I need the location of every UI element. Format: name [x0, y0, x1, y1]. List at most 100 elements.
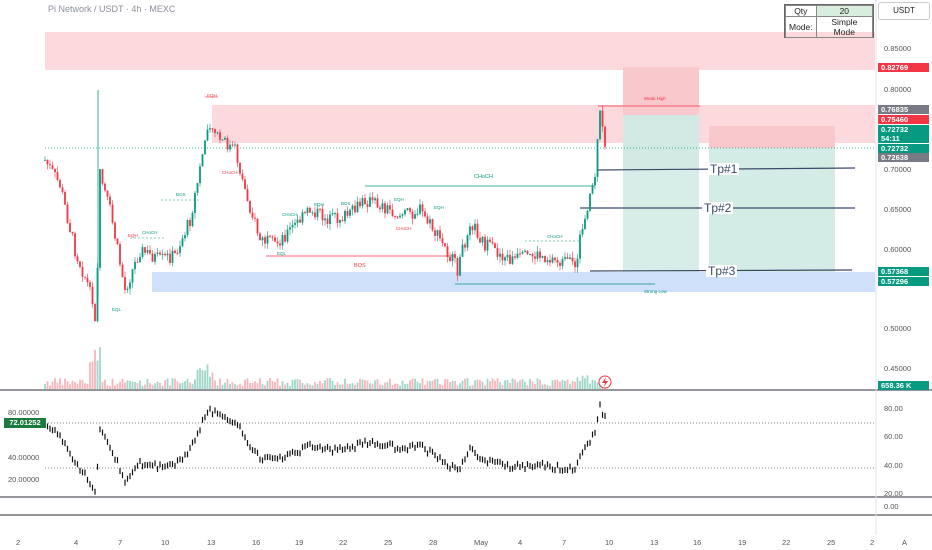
volume-bar	[71, 380, 74, 389]
volume-bar	[206, 364, 209, 389]
time-tick: 10	[161, 538, 170, 547]
volume-bar	[581, 375, 584, 389]
candle-body	[189, 220, 191, 226]
lightning-icon[interactable]	[598, 375, 612, 389]
candle-body	[331, 213, 334, 215]
volume-bar	[414, 378, 416, 389]
volume-bar	[316, 384, 319, 389]
volume-bar	[499, 382, 501, 389]
candle-body	[256, 218, 259, 234]
candle-body	[364, 198, 366, 205]
volume-bar	[191, 384, 194, 389]
candle-body	[374, 198, 376, 201]
volume-bar	[161, 385, 164, 389]
volume-bar	[476, 379, 479, 389]
volume-bar	[84, 383, 86, 389]
candle-body	[551, 257, 554, 263]
candle-body	[54, 168, 56, 173]
candle-body	[254, 217, 256, 219]
eqh-annotation: EQH	[394, 197, 404, 202]
volume-bar	[514, 379, 516, 389]
candle-body	[549, 259, 551, 263]
candle-body	[594, 176, 596, 186]
volume-bar	[321, 383, 324, 389]
volume-bar	[224, 382, 226, 389]
candle-body	[51, 165, 54, 169]
candle-body	[529, 254, 531, 256]
candle-body	[574, 261, 576, 268]
candle-body	[559, 262, 561, 266]
volume-bar	[69, 384, 71, 389]
candle-body	[216, 132, 219, 134]
time-tick: 2	[16, 538, 21, 547]
candle-body	[381, 203, 384, 210]
tp1-label[interactable]: Tp#1	[708, 162, 740, 176]
time-tick: 16	[252, 538, 261, 547]
volume-bar	[474, 380, 476, 389]
candle-body	[351, 205, 354, 210]
candle-body	[326, 218, 329, 224]
currency-selector[interactable]: USDT	[878, 2, 930, 20]
volume-bar	[164, 380, 166, 389]
candle-body	[576, 258, 579, 268]
candle-body	[424, 211, 426, 217]
volume-bar	[381, 385, 384, 389]
tp2-label[interactable]: Tp#2	[702, 201, 734, 215]
candle-body	[214, 129, 216, 134]
time-tick: 25	[384, 538, 393, 547]
candle-body	[44, 159, 46, 161]
volume-bar	[189, 382, 191, 389]
volume-bar	[226, 378, 229, 389]
volume-bar	[391, 385, 394, 389]
tp3-label[interactable]: Tp#3	[706, 264, 738, 278]
qty-panel[interactable]: Qty 20 Mode: Simple Mode	[784, 4, 874, 38]
volume-bar	[451, 380, 454, 389]
osc-tick-right: 0.00	[884, 502, 899, 511]
volume-bar	[276, 378, 279, 389]
candle-body	[531, 254, 534, 257]
time-tick: 22	[782, 538, 791, 547]
osc-tick-right: 60.00	[884, 432, 903, 441]
strong-low-annotation: Strong Low	[644, 289, 667, 294]
volume-bar	[374, 380, 376, 389]
osc-tick-left: 80.00000	[8, 408, 40, 417]
volume-bar	[339, 384, 341, 389]
volume-bar	[446, 379, 449, 389]
candle-body	[146, 250, 149, 253]
mode-value[interactable]: Simple Mode	[815, 16, 874, 38]
volume-bar	[359, 378, 361, 389]
volume-bar	[421, 378, 424, 389]
volume-bar	[594, 380, 596, 389]
candle-body	[116, 238, 119, 245]
candle-body	[111, 204, 114, 223]
candle-body	[56, 172, 59, 181]
candle-body	[236, 144, 239, 163]
candle-body	[71, 231, 74, 234]
volume-bar	[116, 383, 119, 389]
candle-body	[504, 257, 506, 261]
volume-bar	[46, 381, 49, 389]
qty-value[interactable]: 20	[815, 5, 874, 17]
volume-bar	[439, 384, 441, 389]
candle-body	[411, 211, 414, 219]
candle-body	[144, 247, 146, 253]
candle-body	[541, 256, 544, 258]
volume-bar	[231, 382, 234, 389]
volume-bar	[521, 379, 524, 389]
volume-bar	[181, 382, 184, 389]
upper-supply-zone	[45, 32, 875, 70]
volume-bar	[76, 383, 79, 389]
volume-bar	[469, 385, 471, 389]
volume-bar	[234, 384, 236, 389]
volume-bar	[434, 378, 436, 389]
mode-label: Mode:	[785, 16, 817, 38]
volume-bar	[249, 382, 251, 389]
candle-body	[231, 144, 234, 146]
candle-body	[324, 218, 326, 221]
bos-annotation: BOS	[354, 263, 366, 269]
osc-tick-right: 80.00	[884, 404, 903, 413]
auto-scale-button[interactable]: A	[902, 538, 908, 547]
volume-bar	[291, 379, 294, 389]
volume-bar	[506, 380, 509, 389]
